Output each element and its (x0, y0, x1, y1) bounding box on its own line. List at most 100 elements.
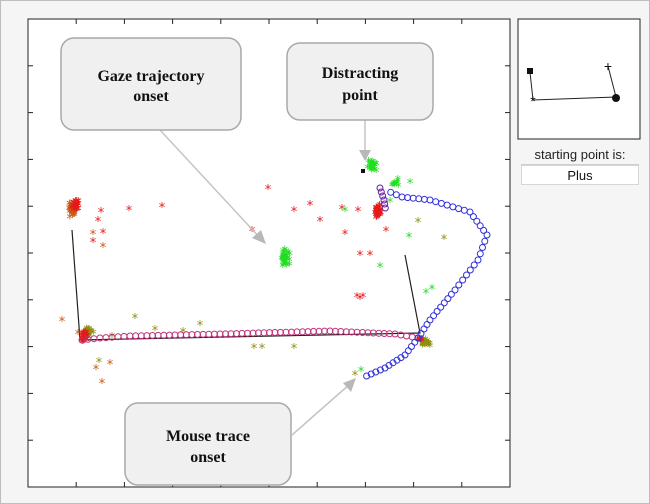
gaze-point-marker: * (79, 332, 86, 348)
gaze-point-marker: * (73, 194, 81, 212)
gaze-point-marker: * (375, 208, 382, 224)
gaze-point-marker: * (425, 338, 432, 353)
mouse-trace-marker (386, 330, 394, 338)
gaze-point-marker: * (375, 207, 382, 223)
gaze-point-marker: * (66, 198, 73, 214)
gaze-point-marker: * (425, 338, 432, 353)
gaze-point-marker: * (80, 328, 88, 346)
gaze-point-marker: * (59, 315, 66, 330)
mouse-trace-marker (476, 250, 484, 258)
mouse-trace-marker (430, 312, 438, 320)
gaze-point-marker: * (371, 161, 378, 176)
gaze-point-marker: * (72, 196, 80, 214)
gaze-point-marker: * (374, 203, 382, 222)
gaze-point-marker: * (280, 247, 287, 262)
mouse-trace-marker (437, 303, 445, 311)
distracting-label-line1: Distracting (322, 65, 398, 82)
gaze-point-marker: * (280, 255, 287, 270)
gaze-point-marker: * (376, 205, 384, 224)
gaze-point-marker: * (249, 225, 256, 240)
gaze-point-marker: * (283, 252, 290, 267)
gaze-point-marker: * (88, 326, 95, 341)
gaze-point-marker: * (68, 204, 75, 220)
mouse-trace-marker (470, 261, 478, 269)
gaze-point-marker: * (421, 338, 428, 353)
gaze-point-marker: * (416, 334, 423, 349)
gaze-onset-label-line2: onset (133, 88, 169, 105)
gaze-point-marker: * (286, 249, 293, 264)
plus-marker: + (604, 58, 612, 74)
gaze-point-marker: * (87, 326, 94, 341)
starting-point-label: starting point is: (521, 146, 639, 165)
mouse-trace-marker (444, 295, 452, 303)
gaze-point-marker: * (280, 256, 287, 271)
gaze-point-marker: * (71, 208, 78, 224)
gaze-point-marker: * (389, 180, 395, 194)
gaze-point-marker: * (281, 245, 288, 260)
gaze-point-marker: * (96, 356, 103, 371)
gaze-point-marker: * (80, 333, 87, 349)
gaze-point-marker: * (367, 249, 374, 264)
gaze-point-marker: * (419, 340, 426, 355)
mouse-trace-marker (466, 266, 474, 274)
gaze-point-marker: * (420, 339, 427, 354)
gaze-point-marker: * (367, 159, 374, 174)
gaze-point-marker: * (84, 327, 91, 342)
gaze-point-marker: * (66, 198, 73, 214)
gaze-point-marker: * (87, 327, 94, 342)
gaze-point-marker: * (98, 206, 105, 221)
gaze-point-marker: * (67, 206, 74, 222)
gaze-point-marker: * (360, 291, 367, 306)
gaze-point-marker: * (284, 261, 291, 276)
distracting-arrowhead (359, 150, 371, 161)
gaze-point-marker: * (375, 203, 382, 219)
gaze-point-marker: * (82, 326, 90, 344)
gaze-point-marker: * (280, 258, 287, 273)
gaze-point-marker: * (429, 283, 436, 298)
mouse-trace-marker (447, 290, 455, 298)
gaze-point-marker: * (285, 253, 292, 268)
mouse-trace-marker (372, 368, 380, 376)
gaze-point-marker: * (368, 162, 375, 177)
gaze-point-marker: * (83, 325, 90, 340)
preview-path-line (529, 65, 617, 101)
gaze-point-marker: * (80, 331, 87, 346)
gaze-point-marker: * (373, 159, 380, 174)
gaze-point-marker: * (424, 336, 431, 351)
gaze-point-marker: * (282, 253, 289, 268)
gaze-point-marker: * (100, 241, 107, 256)
mouse-trace-marker (380, 330, 388, 337)
gaze-point-marker: * (68, 208, 75, 224)
gaze-point-marker: * (66, 203, 73, 219)
gaze-point-marker: * (73, 202, 81, 220)
starting-point-value[interactable]: Plus (521, 165, 639, 185)
mouse-trace-marker (342, 328, 350, 336)
gaze-point-marker: * (370, 156, 377, 171)
gaze-point-marker: * (281, 250, 288, 265)
gaze-point-marker: * (75, 328, 82, 343)
mouse-trace-marker (459, 276, 467, 284)
gaze-point-marker: * (71, 196, 79, 214)
mouse-trace-marker (455, 281, 463, 289)
dot-marker (612, 94, 620, 102)
gaze-point-marker: * (66, 212, 73, 228)
mouse-trace-marker (387, 188, 395, 196)
gaze-point-marker: * (68, 200, 76, 218)
gaze-point-marker: * (84, 331, 91, 346)
trace-marks: ****************************************… (59, 156, 491, 392)
gaze-point-marker: * (375, 203, 383, 222)
gaze-point-marker: * (71, 201, 78, 217)
starting-point-preview (517, 18, 641, 140)
gaze-point-marker: * (159, 201, 166, 216)
gaze-point-marker: * (366, 159, 373, 174)
gaze-point-marker: * (368, 162, 375, 177)
gaze-point-marker: * (373, 203, 381, 222)
gaze-point-marker: * (280, 254, 287, 269)
gaze-point-marker: * (69, 210, 76, 226)
gaze-point-marker: * (67, 202, 74, 218)
gaze-point-marker: * (370, 163, 377, 178)
gaze-point-marker: * (423, 339, 430, 354)
mouse-trace-marker (404, 347, 412, 355)
mouse-trace-marker (367, 370, 375, 378)
gaze-point-marker: * (95, 215, 102, 230)
